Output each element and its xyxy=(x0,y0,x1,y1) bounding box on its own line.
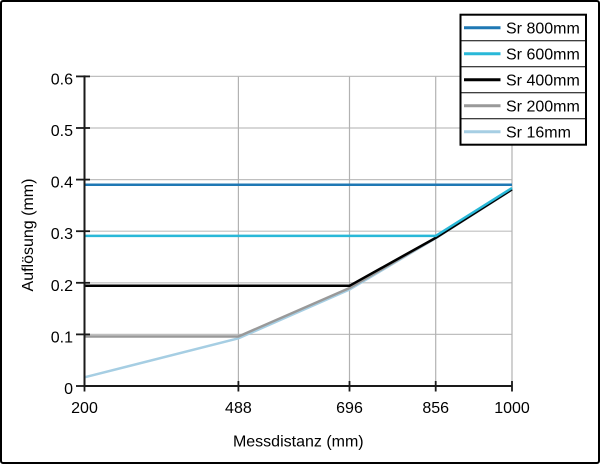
svg-text:Auflösung (mm): Auflösung (mm) xyxy=(20,179,37,292)
svg-text:Sr 600mm: Sr 600mm xyxy=(506,47,580,64)
svg-text:0.2: 0.2 xyxy=(51,278,73,295)
svg-text:200: 200 xyxy=(71,400,98,417)
svg-text:856: 856 xyxy=(422,400,449,417)
svg-text:Messdistanz (mm): Messdistanz (mm) xyxy=(233,434,364,451)
svg-text:0.4: 0.4 xyxy=(51,175,73,192)
svg-text:696: 696 xyxy=(336,400,363,417)
svg-text:0.3: 0.3 xyxy=(51,226,73,243)
svg-text:0.5: 0.5 xyxy=(51,123,73,140)
svg-text:1000: 1000 xyxy=(494,400,530,417)
svg-text:Sr 800mm: Sr 800mm xyxy=(506,21,580,38)
svg-text:0.6: 0.6 xyxy=(51,71,73,88)
svg-text:Sr 16mm: Sr 16mm xyxy=(506,125,571,142)
svg-text:488: 488 xyxy=(225,400,252,417)
svg-text:Sr 400mm: Sr 400mm xyxy=(506,73,580,90)
svg-text:0: 0 xyxy=(64,381,73,398)
svg-text:Sr 200mm: Sr 200mm xyxy=(506,99,580,116)
svg-text:0.1: 0.1 xyxy=(51,329,73,346)
